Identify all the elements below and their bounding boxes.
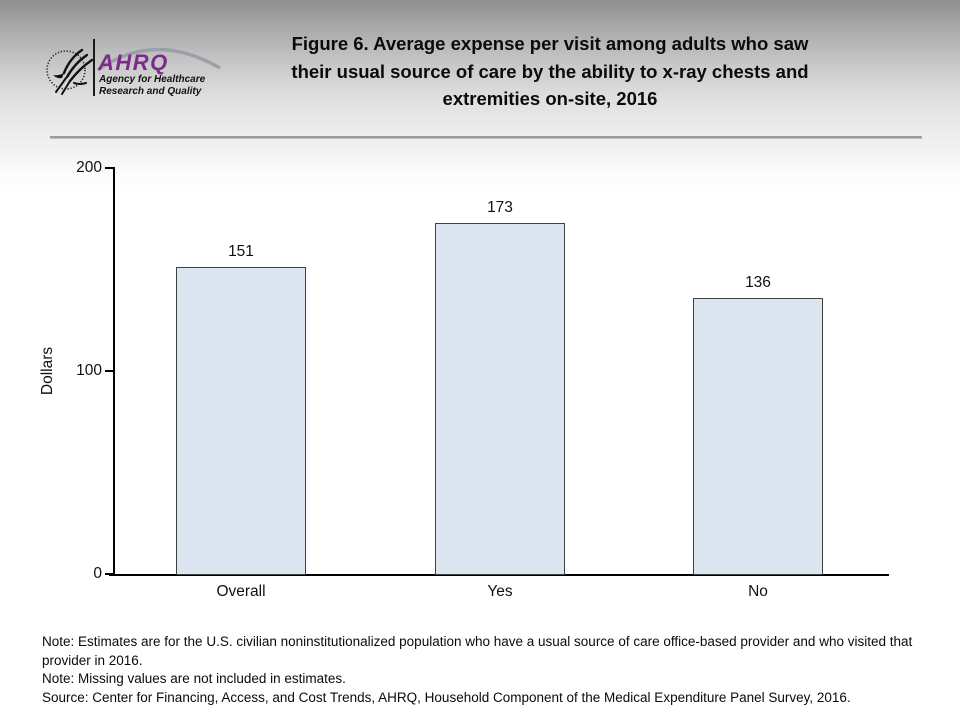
bar-value-label: 151 <box>228 243 254 261</box>
figure-title-line3: extremities on-site, 2016 <box>442 88 658 109</box>
note-source: Source: Center for Financing, Access, an… <box>42 689 851 705</box>
y-tick-label: 100 <box>76 361 102 379</box>
y-tick-mark <box>105 573 113 575</box>
ahrq-wordmark: AHRQ <box>98 50 169 75</box>
header-banner: AHRQ Agency for Healthcare Research and … <box>0 0 960 192</box>
ahrq-swoosh-icon <box>97 47 221 72</box>
hhs-logo <box>36 40 100 102</box>
bar-value-label: 136 <box>745 273 771 291</box>
y-tick-label: 0 <box>93 564 102 582</box>
hhs-eagle-icon <box>46 48 94 95</box>
y-axis-title: Dollars <box>39 346 56 396</box>
bar-yes <box>435 222 565 575</box>
y-tick-label: 200 <box>76 158 102 176</box>
figure-title: Figure 6. Average expense per visit amon… <box>235 30 865 113</box>
footnotes: Note: Estimates are for the U.S. civilia… <box>42 633 926 707</box>
bar-overall <box>176 267 306 575</box>
figure-title-line1: Figure 6. Average expense per visit amon… <box>291 33 809 54</box>
y-tick-mark <box>105 370 113 372</box>
x-category-label: No <box>748 583 768 600</box>
bar-value-label: 173 <box>487 198 513 216</box>
x-category-label: Overall <box>216 583 266 600</box>
ahrq-tagline-line2: Research and Quality <box>99 86 202 97</box>
x-axis-line <box>109 574 889 576</box>
ahrq-tagline-line1: Agency for Healthcare <box>99 74 206 85</box>
figure-title-line2: their usual source of care by the abilit… <box>291 60 809 82</box>
x-category-label: Yes <box>487 583 513 600</box>
note-population: Note: Estimates are for the U.S. civilia… <box>42 634 913 668</box>
ahrq-logo: AHRQ Agency for Healthcare Research and … <box>97 42 248 102</box>
logo-divider <box>93 39 95 96</box>
y-tick-mark <box>105 167 113 169</box>
y-axis-line <box>113 167 115 576</box>
header-divider <box>50 136 922 139</box>
note-missing-values: Note: Missing values are not included in… <box>42 671 346 686</box>
bar-no <box>693 297 823 575</box>
